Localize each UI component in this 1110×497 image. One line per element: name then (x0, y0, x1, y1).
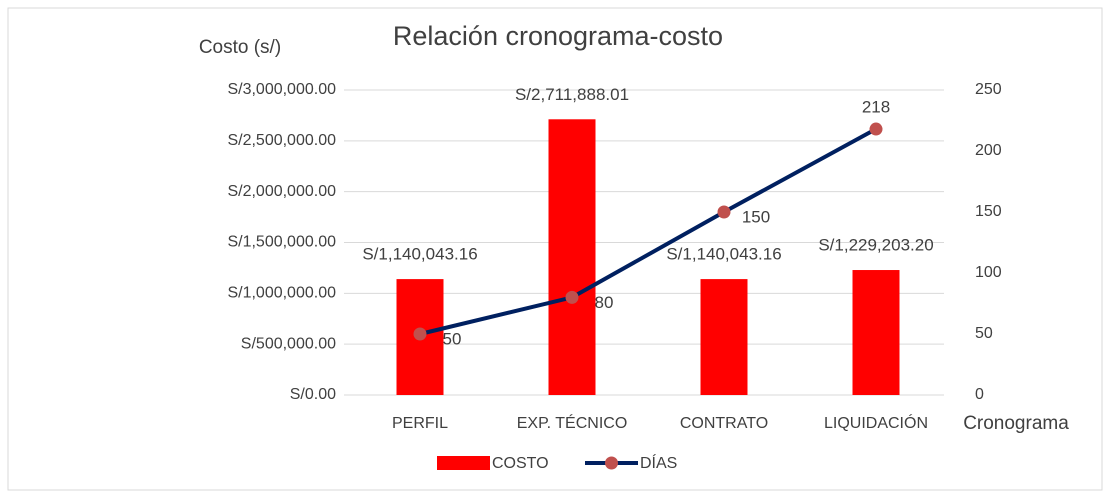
y-tick-label: S/1,500,000.00 (227, 234, 336, 251)
y-tick-label: S/2,000,000.00 (227, 183, 336, 200)
y2-tick-label: 250 (975, 81, 1002, 98)
line (419, 127, 877, 336)
bar-value-label: S/1,140,043.16 (666, 245, 781, 264)
bar-value-label: S/1,140,043.16 (362, 245, 477, 264)
y-tick-label: S/500,000.00 (241, 335, 336, 352)
line-value-label: 218 (862, 98, 890, 117)
legend-swatch (437, 456, 490, 470)
line-marker (869, 122, 883, 136)
legend-label: DÍAS (640, 453, 677, 472)
bar (852, 270, 900, 395)
y2-tick-label: 200 (975, 142, 1002, 159)
y-tick-label: S/0.00 (290, 386, 336, 403)
x-tick-label: EXP. TÉCNICO (517, 413, 628, 432)
line-value-label: 50 (443, 329, 462, 348)
line-marker (565, 290, 579, 304)
x-tick-label: LIQUIDACIÓN (824, 413, 928, 432)
y2-tick-label: 50 (975, 325, 993, 342)
y2-tick-label: 100 (975, 264, 1002, 281)
bar (548, 119, 596, 395)
bar-value-label: S/1,229,203.20 (818, 236, 933, 255)
y-tick-label: S/3,000,000.00 (227, 81, 336, 98)
line-marker (413, 327, 427, 341)
x-axis-label: Cronograma (963, 413, 1069, 434)
x-tick-label: CONTRATO (680, 415, 768, 432)
legend-label: COSTO (492, 455, 549, 472)
y2-tick-label: 0 (975, 386, 984, 403)
bar (700, 279, 748, 395)
legend-marker (605, 456, 618, 470)
line-value-label: 80 (595, 293, 614, 312)
y2-tick-label: 150 (975, 203, 1002, 220)
line-marker (717, 205, 731, 219)
x-tick-label: PERFIL (392, 415, 448, 432)
y-tick-label: S/2,500,000.00 (227, 132, 336, 149)
y-tick-label: S/1,000,000.00 (227, 285, 336, 302)
bar-value-label: S/2,711,888.01 (515, 85, 629, 104)
line-value-label: 150 (742, 207, 770, 226)
chart-title: Relación cronograma-costo (393, 21, 723, 51)
y-axis-label: Costo (s/) (199, 37, 281, 58)
